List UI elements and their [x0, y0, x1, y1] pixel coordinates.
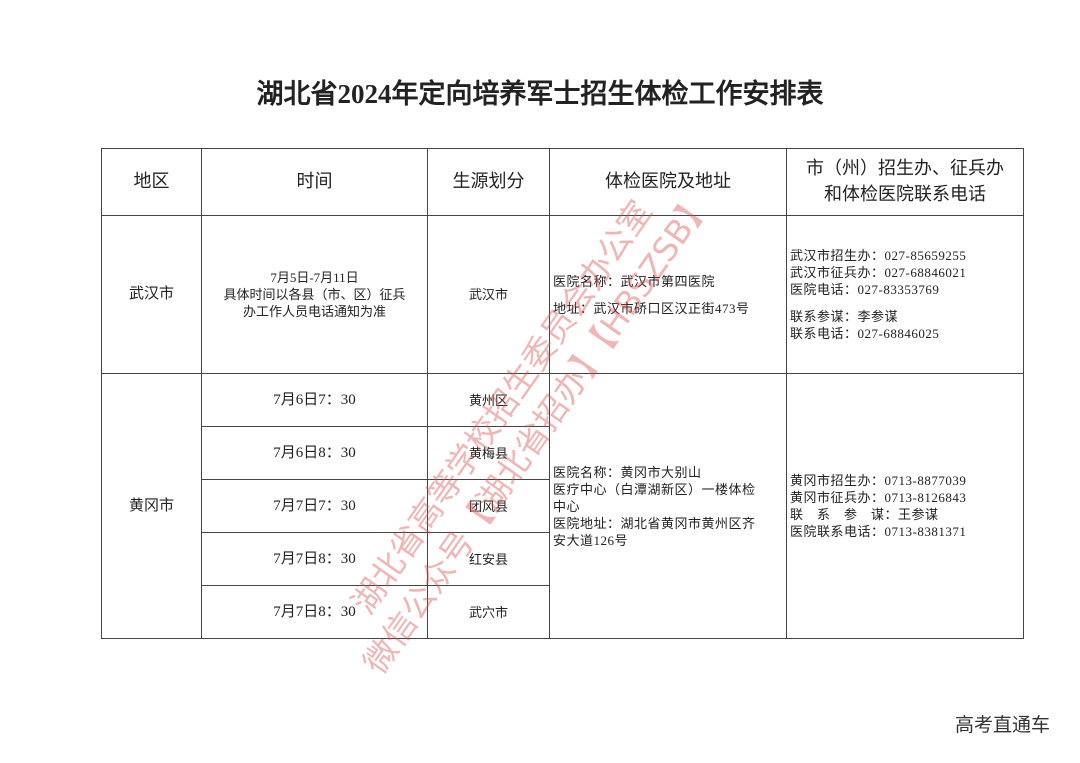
line: 黄冈市征兵办：0713-8126843 — [790, 490, 967, 505]
header-row: 地区 时间 生源划分 体检医院及地址 市（州）招生办、征兵办 和体检医院联系电话 — [101, 148, 1024, 216]
row: 黄冈市 7月6日7：30 黄州区 医院名称：黄冈市大别山 医疗中心（白潭湖新区）… — [101, 373, 1024, 639]
time: 7月6日8：30 — [201, 426, 428, 480]
line: 医院名称：武汉市第四医院 — [553, 273, 716, 289]
header-cell: 地区 — [101, 148, 202, 216]
time: 7月6日7：30 — [201, 373, 428, 427]
time: 7月5日-7月11日 具体时间以各县（市、区）征兵 办工作人员电话通知为准 — [201, 215, 428, 374]
title: 湖北省2024年定向培养军士招生体检工作安排表 — [256, 79, 824, 109]
line: 联系电话：027-68846025 — [790, 326, 940, 341]
source: 武汉市 — [427, 215, 550, 374]
hospital: 医院名称：黄冈市大别山 医疗中心（白潭湖新区）一楼体检 中心 医院地址：湖北省黄… — [549, 373, 787, 639]
line: 医院电话：027-83353769 — [790, 282, 940, 297]
header-cell: 市（州）招生办、征兵办 和体检医院联系电话 — [786, 148, 1024, 216]
source: 武穴市 — [427, 585, 550, 639]
line: 医院名称：黄冈市大别山 — [553, 464, 702, 480]
source: 团风县 — [427, 479, 550, 533]
line: 具体时间以各县（市、区）征兵 — [223, 287, 406, 302]
hospital: 医院名称：武汉市第四医院 地址：武汉市硚口区汉正街473号 — [549, 215, 787, 374]
row: 7月7日7：30 团风县 — [102, 479, 1024, 533]
row: 7月6日8：30 黄梅县 — [102, 426, 1024, 480]
header-text: 时间 — [296, 171, 333, 192]
header-text: 体检医院及地址 — [605, 171, 731, 192]
schedule-table: 地区 时间 生源划分 体检医院及地址 市（州）招生办、征兵办 和体检医院联系电话 … — [101, 148, 1024, 639]
source: 红安县 — [427, 532, 550, 586]
line: 武汉市征兵办：027-68846021 — [790, 265, 967, 280]
source: 黄梅县 — [427, 426, 550, 480]
line: 联系参谋：李参谋 — [790, 309, 899, 324]
region: 黄冈市 — [101, 373, 202, 639]
line: 武汉市招生办：027-85659255 — [790, 248, 967, 263]
source: 黄州区 — [427, 373, 550, 427]
footer: 高考直通车 — [954, 714, 1050, 736]
line: 黄冈市招生办：0713-8877039 — [790, 473, 967, 488]
contacts: 武汉市招生办：027-85659255 武汉市征兵办：027-68846021 … — [786, 215, 1024, 374]
line: 医疗中心（白潭湖新区）一楼体检 — [553, 481, 756, 497]
region: 武汉市 — [101, 215, 202, 374]
header-text: 市（州）招生办、征兵办 — [806, 158, 1004, 179]
contacts: 黄冈市招生办：0713-8877039 黄冈市征兵办：0713-8126843 … — [786, 373, 1024, 639]
line: 办工作人员电话通知为准 — [242, 304, 386, 319]
time: 7月7日7：30 — [201, 479, 428, 533]
row: 7月7日8：30 红安县 — [102, 532, 1024, 586]
line: 地址：武汉市硚口区汉正街473号 — [553, 300, 750, 316]
header-cell: 体检医院及地址 — [549, 148, 787, 216]
line: 7月5日-7月11日 — [270, 270, 359, 285]
row: 7月7日8：30 武穴市 — [102, 585, 1024, 639]
line: 中心 — [553, 498, 581, 514]
header-text: 地区 — [133, 171, 170, 192]
line: 安大道126号 — [553, 532, 629, 548]
time: 7月7日8：30 — [201, 532, 428, 586]
header-text: 和体检医院联系电话 — [824, 184, 986, 205]
header-cell: 生源划分 — [427, 148, 550, 216]
time: 7月7日8：30 — [201, 585, 428, 639]
line: 医院地址：湖北省黄冈市黄州区齐 — [553, 515, 756, 531]
row: 武汉市 7月5日-7月11日 具体时间以各县（市、区）征兵 办工作人员电话通知为… — [101, 215, 1024, 374]
header-cell: 时间 — [201, 148, 428, 216]
line: 医院联系电话：0713-8381371 — [790, 524, 967, 539]
header-text: 生源划分 — [452, 171, 525, 192]
line: 联 系 参 谋：王参谋 — [790, 507, 939, 522]
